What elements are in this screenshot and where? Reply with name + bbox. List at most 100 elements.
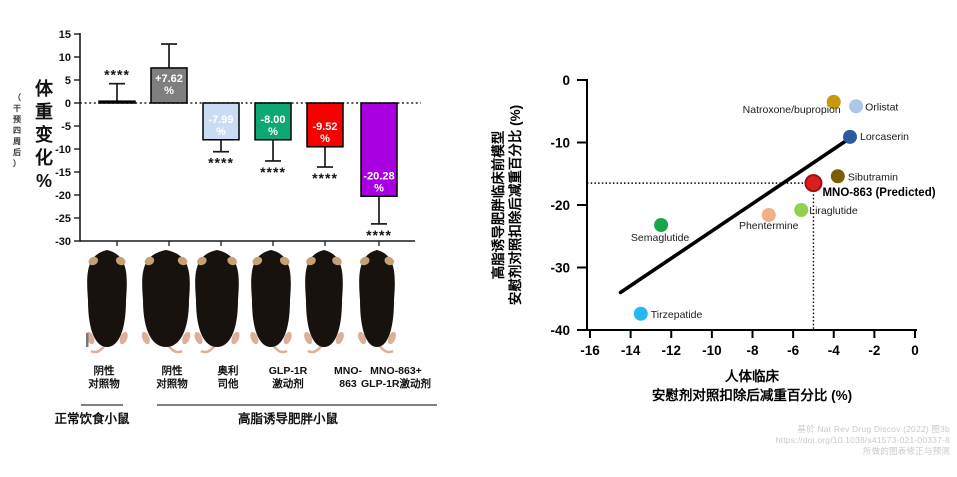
mouse-ear <box>252 256 263 266</box>
x-tick-label: -14 <box>621 343 641 358</box>
data-point-group: Tirzepatide <box>633 306 703 321</box>
mouse-body <box>359 250 395 347</box>
mouse-tail <box>307 344 324 354</box>
mouse-foot <box>387 331 397 345</box>
bar-value-label: % <box>164 85 174 97</box>
point-Natroxone/bupropion <box>826 94 841 109</box>
point-Lorcaserin <box>843 129 857 144</box>
clinical-vs-preclinical-scatter: 0-10-20-30-40-16 -14 -12 -10 -8 -6 -4 -2 0Natrox… <box>490 73 936 403</box>
mouse-foot <box>304 331 313 345</box>
citation-line: 基於 Nat Rev Drug Discov (2022) 图3b <box>797 424 950 434</box>
x-axis-title-line2: 安慰剂对照扣除后减重百分比 (%) <box>652 387 852 403</box>
scale-bar <box>86 333 89 347</box>
trend-line <box>618 136 852 295</box>
mouse-ear <box>279 256 290 266</box>
mouse-ear <box>227 256 237 266</box>
x-tick-label: -16 <box>580 343 600 358</box>
x-axis-title-line1: 人体临床 <box>725 368 779 384</box>
bar-category-label: MNO-863+ <box>370 365 422 377</box>
bar-category-label: 对照物 <box>156 377 188 390</box>
y-axis-title: 高脂诱导肥胖临床前模型 安慰剂对照扣除后减重百分比 (%) <box>490 105 523 305</box>
y-axis-subtitle-char: 预 <box>13 114 21 124</box>
bar <box>306 102 344 148</box>
mouse-foot <box>182 331 191 345</box>
bar-value-label: -8.00 <box>260 114 285 126</box>
mouse-ear <box>115 256 126 266</box>
mouse-photo-0 <box>86 250 128 354</box>
mouse-body <box>251 250 291 347</box>
bar-value-label: +7.62 <box>155 73 183 85</box>
bar-category-label: 阴性 <box>162 364 183 377</box>
point-Tirzepatide <box>633 306 648 321</box>
mouse-body <box>195 250 239 347</box>
y-tick-label: -30 <box>550 261 570 276</box>
y-axis-subtitle-char: ） <box>13 158 21 168</box>
mouse-body <box>87 250 127 347</box>
mouse-tail <box>377 344 394 354</box>
x-tick-label: -12 <box>661 343 681 358</box>
bar-category-label: 对照物 <box>88 377 120 390</box>
mouse-body <box>305 250 343 347</box>
bar-value-label: -20.28 <box>363 170 394 182</box>
y-axis-subtitle-char: 四 <box>13 126 21 135</box>
mouse-photo-1 <box>141 250 191 354</box>
bar <box>360 102 398 198</box>
mouse-foot <box>231 331 240 345</box>
mouse-foot <box>141 331 150 345</box>
y-axis-title-char: 重 <box>35 101 53 122</box>
mouse-foot <box>335 331 344 345</box>
x-tick-label: -6 <box>787 343 799 358</box>
data-point-group: Lorcaserin <box>843 129 909 144</box>
mouse-body <box>142 250 190 347</box>
x-tick-label: -4 <box>828 343 840 358</box>
y-tick-label: -30 <box>55 236 71 248</box>
mouse-foot <box>250 331 259 345</box>
citation-line: 所做的图表修正与预测 <box>862 446 950 456</box>
point-MNO-863 (Predicted) <box>804 174 823 193</box>
y-tick-label: -20 <box>550 198 570 213</box>
point-label: Liraglutide <box>809 205 858 217</box>
y-tick-label: 10 <box>59 52 71 64</box>
y-axis-subtitle-char: 干 <box>13 104 21 113</box>
significance-stars: **** <box>260 164 286 180</box>
data-point-group: MNO-863 (Predicted) <box>804 174 936 199</box>
mouse-ear <box>144 256 155 266</box>
mouse-foot <box>194 331 203 345</box>
y-tick-label: -20 <box>55 190 71 202</box>
bar-value-label: % <box>216 126 226 138</box>
mouse-ear <box>88 256 99 266</box>
bar-value-label: % <box>374 182 384 194</box>
bar-value-label: % <box>320 133 330 145</box>
bar-category-label: 激动剂 <box>272 377 304 390</box>
significance-stars: **** <box>208 155 234 171</box>
bar-category-label: 奥利 <box>218 364 239 377</box>
point-label: Lorcaserin <box>860 131 909 143</box>
x-tick-label: -10 <box>702 343 722 358</box>
y-axis-subtitle-char: （ <box>13 92 21 102</box>
point-label: MNO-863 (Predicted) <box>822 187 935 199</box>
bar-category-label: 863 <box>339 378 357 390</box>
y-axis-subtitle-char: 后 <box>13 147 21 157</box>
bar <box>98 100 136 104</box>
bar-value-label: % <box>268 126 278 138</box>
y-tick-label: -5 <box>61 121 71 133</box>
data-point-group: Liraglutide <box>794 203 858 217</box>
point-Phentermine <box>761 208 776 222</box>
point-label: Tirzepatide <box>651 309 703 321</box>
y-tick-label: 0 <box>562 73 570 88</box>
mouse-photo-4 <box>304 250 344 354</box>
bar-group-3: -8.00% **** GLP-1R激动剂 <box>254 102 308 390</box>
mouse-foot <box>357 331 367 345</box>
y-tick-label: 5 <box>65 75 71 87</box>
significance-stars: **** <box>104 67 130 83</box>
scatter-figure: 0 -10 -20 -30 -40 -16 -14 -12 -10 -8 -6 -4 -2 0 Natrox… <box>478 0 957 477</box>
y-tick-label: 0 <box>65 98 71 110</box>
point-Semaglutide <box>654 218 669 232</box>
y-tick-label: -25 <box>55 213 71 225</box>
point-label: Orlistat <box>865 101 898 113</box>
x-tick-label: -8 <box>746 343 758 358</box>
